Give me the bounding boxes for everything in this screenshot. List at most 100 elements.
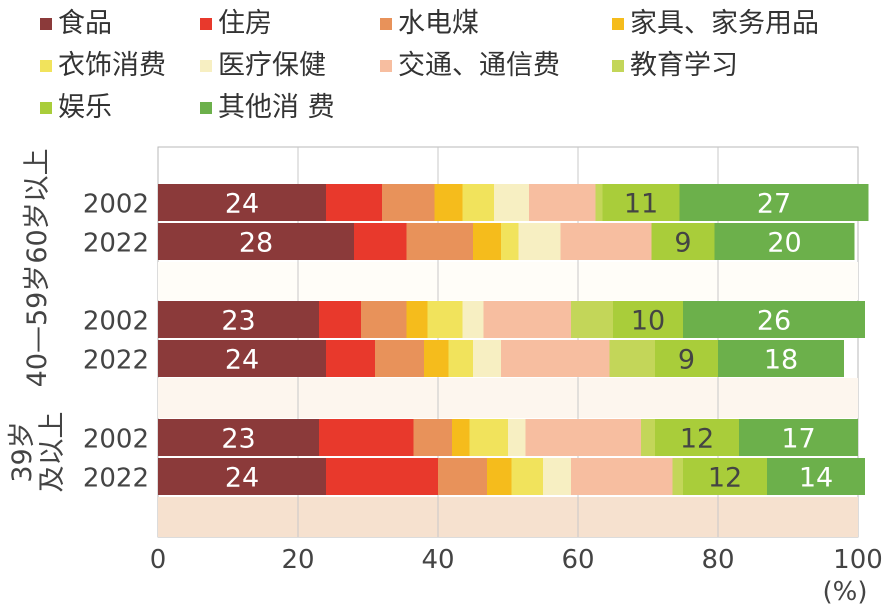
bar-segment xyxy=(319,419,414,456)
data-label: 9 xyxy=(678,345,695,376)
bar-segment xyxy=(438,458,487,495)
bar-segment xyxy=(501,223,519,260)
bar-segment xyxy=(683,301,865,338)
bar-segment xyxy=(571,301,613,338)
x-tick-label: 0 xyxy=(150,545,167,575)
data-label: 14 xyxy=(799,463,833,494)
bar-segment xyxy=(487,458,512,495)
bar-segment xyxy=(525,419,641,456)
legend-swatch xyxy=(612,18,624,30)
legend-label: 医疗保健 xyxy=(218,50,326,81)
bar-segment xyxy=(158,419,319,456)
data-label: 11 xyxy=(624,189,658,220)
data-label: 26 xyxy=(757,306,791,337)
background-band xyxy=(158,497,858,537)
bar-segment xyxy=(609,340,655,377)
legend-item: 水电煤 xyxy=(380,8,479,40)
bar-segment xyxy=(427,301,463,338)
bar-segment xyxy=(326,184,382,221)
data-label: 10 xyxy=(631,306,665,337)
year-label: 2002 xyxy=(83,425,149,455)
group-label: 39岁及以上 xyxy=(7,412,68,493)
bar-segment xyxy=(452,419,470,456)
x-tick-label: 40 xyxy=(421,545,454,575)
bar-segment xyxy=(613,301,683,338)
bar-segment xyxy=(462,184,494,221)
background-band xyxy=(158,378,858,418)
legend-label: 交通、通信费 xyxy=(398,50,560,81)
legend-label: 衣饰消费 xyxy=(58,50,166,81)
bar-segment xyxy=(473,340,501,377)
bar-segment xyxy=(543,458,571,495)
bar-segment xyxy=(424,340,449,377)
group-label: 60岁以上 xyxy=(22,148,53,263)
data-label: 24 xyxy=(225,189,259,220)
data-label: 9 xyxy=(674,228,691,259)
x-tick-label: 100 xyxy=(833,545,883,575)
bar-segment xyxy=(326,458,438,495)
bar-segment xyxy=(655,419,739,456)
bar-segment xyxy=(158,223,354,260)
year-label: 2022 xyxy=(83,464,149,494)
legend-label: 娱乐 xyxy=(58,92,112,123)
legend-swatch xyxy=(380,18,392,30)
bar-segment xyxy=(602,184,680,221)
bar-segment xyxy=(158,340,326,377)
legend: 食品 住房 水电煤 家具、家务用品 衣饰消费 医疗保健 交通、通信费 教育学习 娱乐 其他消 费 xyxy=(0,0,883,140)
x-tick-label: 60 xyxy=(561,545,594,575)
legend-swatch xyxy=(200,18,212,30)
legend-item: 家具、家务用品 xyxy=(612,8,819,40)
bar-segment xyxy=(679,184,869,221)
data-label: 12 xyxy=(680,424,714,455)
bar-segment xyxy=(382,184,435,221)
legend-item: 食品 xyxy=(40,8,112,40)
x-unit-label: (%) xyxy=(823,577,868,607)
data-label: 17 xyxy=(781,424,815,455)
background-band xyxy=(158,262,858,300)
data-label: 23 xyxy=(221,424,255,455)
year-label: 2002 xyxy=(83,190,149,220)
bar-segment xyxy=(651,223,715,260)
bar-segment xyxy=(483,301,571,338)
bar-segment xyxy=(158,458,326,495)
bar-segment xyxy=(529,184,596,221)
bar-segment xyxy=(501,340,610,377)
data-label: 27 xyxy=(757,189,791,220)
bar-segment xyxy=(595,184,603,221)
legend-item: 娱乐 xyxy=(40,92,112,124)
x-tick-label: 80 xyxy=(701,545,734,575)
bar-segment xyxy=(718,340,844,377)
legend-swatch xyxy=(612,60,624,72)
bar-segment xyxy=(462,301,484,338)
bar-segment xyxy=(158,301,319,338)
data-label: 24 xyxy=(225,345,259,376)
data-label: 24 xyxy=(225,463,259,494)
bar-segment xyxy=(511,458,543,495)
bar-segment xyxy=(326,340,375,377)
bar-segment xyxy=(375,340,424,377)
year-label: 2002 xyxy=(83,307,149,337)
data-label: 23 xyxy=(221,306,255,337)
legend-swatch xyxy=(40,102,52,114)
year-label: 2022 xyxy=(83,346,149,376)
bar-segment xyxy=(739,419,858,456)
bar-segment xyxy=(655,340,718,377)
bar-segment xyxy=(361,301,407,338)
legend-label: 家具、家务用品 xyxy=(630,8,819,39)
legend-swatch xyxy=(380,60,392,72)
bar-segment xyxy=(319,301,361,338)
legend-swatch xyxy=(200,60,212,72)
bar-segment xyxy=(469,419,508,456)
data-label: 20 xyxy=(767,228,801,259)
data-label: 12 xyxy=(708,463,742,494)
bar-segment xyxy=(641,419,655,456)
bar-segment xyxy=(354,223,407,260)
bar-segment xyxy=(571,458,673,495)
bar-segment xyxy=(714,223,855,260)
legend-item: 医疗保健 xyxy=(200,50,326,82)
legend-item: 教育学习 xyxy=(612,50,738,82)
bar-segment xyxy=(406,301,428,338)
legend-label: 住房 xyxy=(218,8,272,39)
legend-label: 教育学习 xyxy=(630,50,738,81)
